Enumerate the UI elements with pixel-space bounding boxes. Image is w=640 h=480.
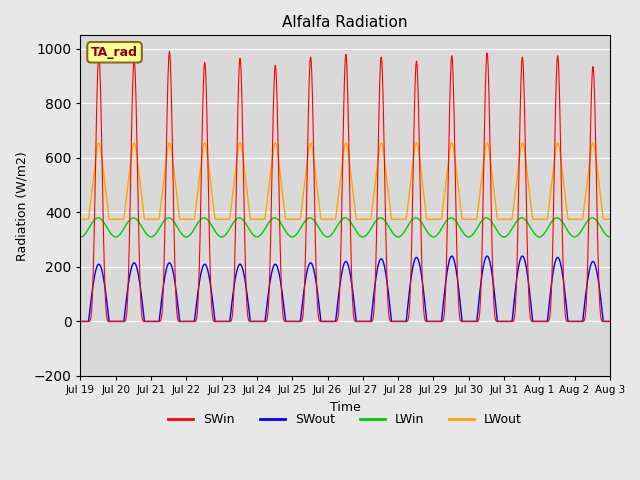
SWin xyxy=(634,319,640,324)
LWin xyxy=(338,217,346,223)
Y-axis label: Radiation (W/m2): Radiation (W/m2) xyxy=(15,151,28,261)
Line: LWout: LWout xyxy=(81,143,640,219)
SWout xyxy=(337,274,345,280)
LWin xyxy=(77,234,84,240)
LWout xyxy=(348,182,356,188)
SWin xyxy=(348,288,356,294)
LWout xyxy=(634,210,640,216)
SWout xyxy=(634,319,640,324)
Line: SWin: SWin xyxy=(81,52,640,322)
SWout xyxy=(448,253,456,259)
SWout xyxy=(348,281,356,287)
SWout xyxy=(579,319,586,324)
Line: LWin: LWin xyxy=(81,218,640,237)
SWin xyxy=(496,319,504,324)
LWin xyxy=(165,215,173,221)
SWout xyxy=(165,260,173,266)
SWin xyxy=(166,49,173,55)
SWout xyxy=(496,319,504,324)
LWout xyxy=(579,216,586,222)
SWin xyxy=(338,219,346,225)
SWin xyxy=(165,56,173,61)
X-axis label: Time: Time xyxy=(330,400,360,413)
Text: TA_rad: TA_rad xyxy=(91,46,138,59)
LWout xyxy=(77,216,84,222)
SWin xyxy=(579,319,586,324)
Legend: SWin, SWout, LWin, LWout: SWin, SWout, LWin, LWout xyxy=(163,408,527,431)
LWout xyxy=(95,140,102,146)
Title: Alfalfa Radiation: Alfalfa Radiation xyxy=(282,15,408,30)
Line: SWout: SWout xyxy=(81,256,640,322)
SWin xyxy=(77,319,84,324)
LWin xyxy=(94,215,102,221)
LWin xyxy=(348,221,356,227)
LWout xyxy=(338,167,346,172)
SWout xyxy=(77,319,84,324)
LWin xyxy=(496,232,504,238)
LWin xyxy=(634,227,640,233)
LWout xyxy=(165,140,173,146)
LWin xyxy=(579,226,586,231)
LWout xyxy=(496,216,504,222)
